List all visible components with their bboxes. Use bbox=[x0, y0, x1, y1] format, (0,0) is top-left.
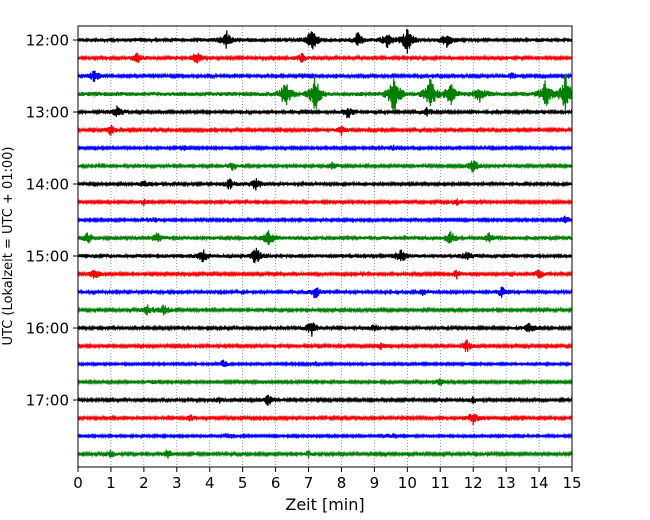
x-tick-label-2: 2 bbox=[139, 474, 149, 492]
x-tick-label-6: 6 bbox=[271, 474, 281, 492]
x-axis-ticks: 0 1 2 3 4 5 6 7 8 9 10 11 12 13 14 15 bbox=[73, 467, 582, 492]
trace-series bbox=[77, 28, 573, 459]
x-tick-label-7: 7 bbox=[304, 474, 314, 492]
x-tick-label-10: 10 bbox=[398, 474, 417, 492]
x-tick-label-3: 3 bbox=[172, 474, 182, 492]
trace-1215 bbox=[77, 52, 573, 64]
x-tick-label-0: 0 bbox=[73, 474, 83, 492]
x-tick-label-1: 1 bbox=[106, 474, 116, 492]
y-axis-label: UTC (Lokalzeit = UTC + 01:00) bbox=[1, 147, 16, 346]
trace-1345 bbox=[77, 160, 573, 173]
trace-1700 bbox=[77, 394, 573, 407]
trace-1530 bbox=[77, 286, 573, 299]
trace-1515 bbox=[77, 269, 573, 280]
trace-1430 bbox=[77, 215, 573, 224]
trace-1545 bbox=[77, 304, 573, 316]
plot-frame bbox=[77, 25, 573, 468]
x-tick-label-13: 13 bbox=[497, 474, 516, 492]
trace-1300 bbox=[77, 105, 573, 119]
trace-1630 bbox=[77, 359, 573, 368]
trace-1745 bbox=[77, 449, 573, 459]
trace-1715 bbox=[77, 413, 573, 426]
trace-1615 bbox=[77, 339, 573, 352]
y-tick-label-1200: 12:00 bbox=[26, 32, 69, 50]
y-tick-label-1300: 13:00 bbox=[26, 104, 69, 122]
trace-1400 bbox=[77, 178, 573, 191]
trace-1315 bbox=[77, 124, 573, 137]
trace-1600 bbox=[77, 322, 573, 337]
y-tick-label-1600: 16:00 bbox=[26, 320, 69, 338]
trace-1500 bbox=[77, 247, 573, 264]
y-tick-label-1500: 15:00 bbox=[26, 248, 69, 266]
trace-1730 bbox=[77, 432, 573, 440]
y-tick-label-1400: 14:00 bbox=[26, 176, 69, 194]
x-tick-label-11: 11 bbox=[431, 474, 450, 492]
x-tick-label-14: 14 bbox=[530, 474, 549, 492]
trace-1245 bbox=[77, 74, 573, 115]
x-tick-label-4: 4 bbox=[205, 474, 215, 492]
x-axis-label: Zeit [min] bbox=[285, 495, 364, 514]
trace-1445 bbox=[77, 230, 573, 246]
x-tick-label-15: 15 bbox=[562, 474, 581, 492]
x-tick-label-5: 5 bbox=[238, 474, 248, 492]
trace-1330 bbox=[77, 144, 573, 152]
y-tick-label-1700: 17:00 bbox=[26, 392, 69, 410]
trace-1645 bbox=[77, 378, 573, 386]
x-tick-label-12: 12 bbox=[464, 474, 483, 492]
trace-1230 bbox=[77, 70, 573, 82]
x-tick-label-8: 8 bbox=[337, 474, 347, 492]
trace-1200 bbox=[77, 28, 573, 54]
x-tick-label-9: 9 bbox=[370, 474, 380, 492]
trace-1415 bbox=[77, 198, 573, 206]
y-axis-ticks: 12:00 13:00 14:00 15:00 16:00 17:00 bbox=[26, 32, 78, 410]
